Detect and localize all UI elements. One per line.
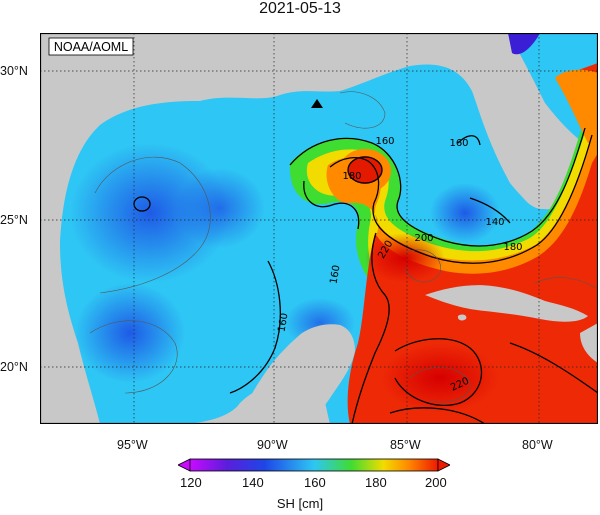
contour-label: 160 (328, 264, 342, 285)
colorbar-tick-120: 120 (180, 475, 202, 490)
cuba-land (425, 285, 588, 322)
atlantic-water (508, 33, 598, 153)
colorbar-tick-180: 180 (365, 475, 387, 490)
lon-label-85w: 85°W (390, 438, 421, 452)
colorbar-label: SH [cm] (276, 496, 324, 511)
credit-label: NOAA/AOML (54, 40, 128, 54)
contour-label: 180 (342, 171, 361, 182)
graticule (40, 33, 598, 424)
isle-youth (457, 314, 467, 321)
hispaniola-land (580, 323, 598, 363)
colorbar-tick-140: 140 (242, 475, 264, 490)
low-central (175, 168, 265, 248)
station-marker (311, 99, 323, 108)
low-florida (430, 183, 500, 243)
lon-label-90w: 90°W (257, 438, 288, 452)
contour-label: 200 (414, 233, 433, 244)
contour-label: 160 (449, 138, 468, 149)
lat-label-25: 25°N (0, 213, 28, 227)
yucatan-land (240, 324, 355, 424)
map-title: 2021-05-13 (259, 0, 341, 17)
hot-spot-2 (380, 343, 500, 413)
colorbar-tick-200: 200 (425, 475, 447, 490)
contour-label: 160 (276, 312, 290, 333)
low-south-west (75, 283, 185, 383)
colorbar-tick-160: 160 (304, 475, 326, 490)
contour-label: 140 (485, 217, 504, 228)
hot-spot-1 (365, 233, 445, 283)
florida-land (472, 44, 555, 209)
lon-label-80w: 80°W (522, 438, 553, 452)
eddy-core (348, 156, 382, 184)
low-northeast (508, 33, 540, 55)
contour-lines-thin (89, 91, 596, 403)
lat-label-20: 20°N (0, 360, 28, 374)
sea-height-map: 160 180 160 140 160 180 200 220 160 220 … (40, 33, 598, 424)
warm-orange-east (555, 69, 598, 143)
lat-label-30: 30°N (0, 64, 28, 78)
contour-lines (133, 127, 598, 424)
contour-label: 180 (503, 242, 522, 253)
colorbar (178, 458, 450, 472)
lon-label-95w: 95°W (117, 438, 148, 452)
low-west-gulf (70, 143, 230, 283)
contour-label: 160 (375, 136, 394, 147)
credit-box (48, 37, 134, 56)
